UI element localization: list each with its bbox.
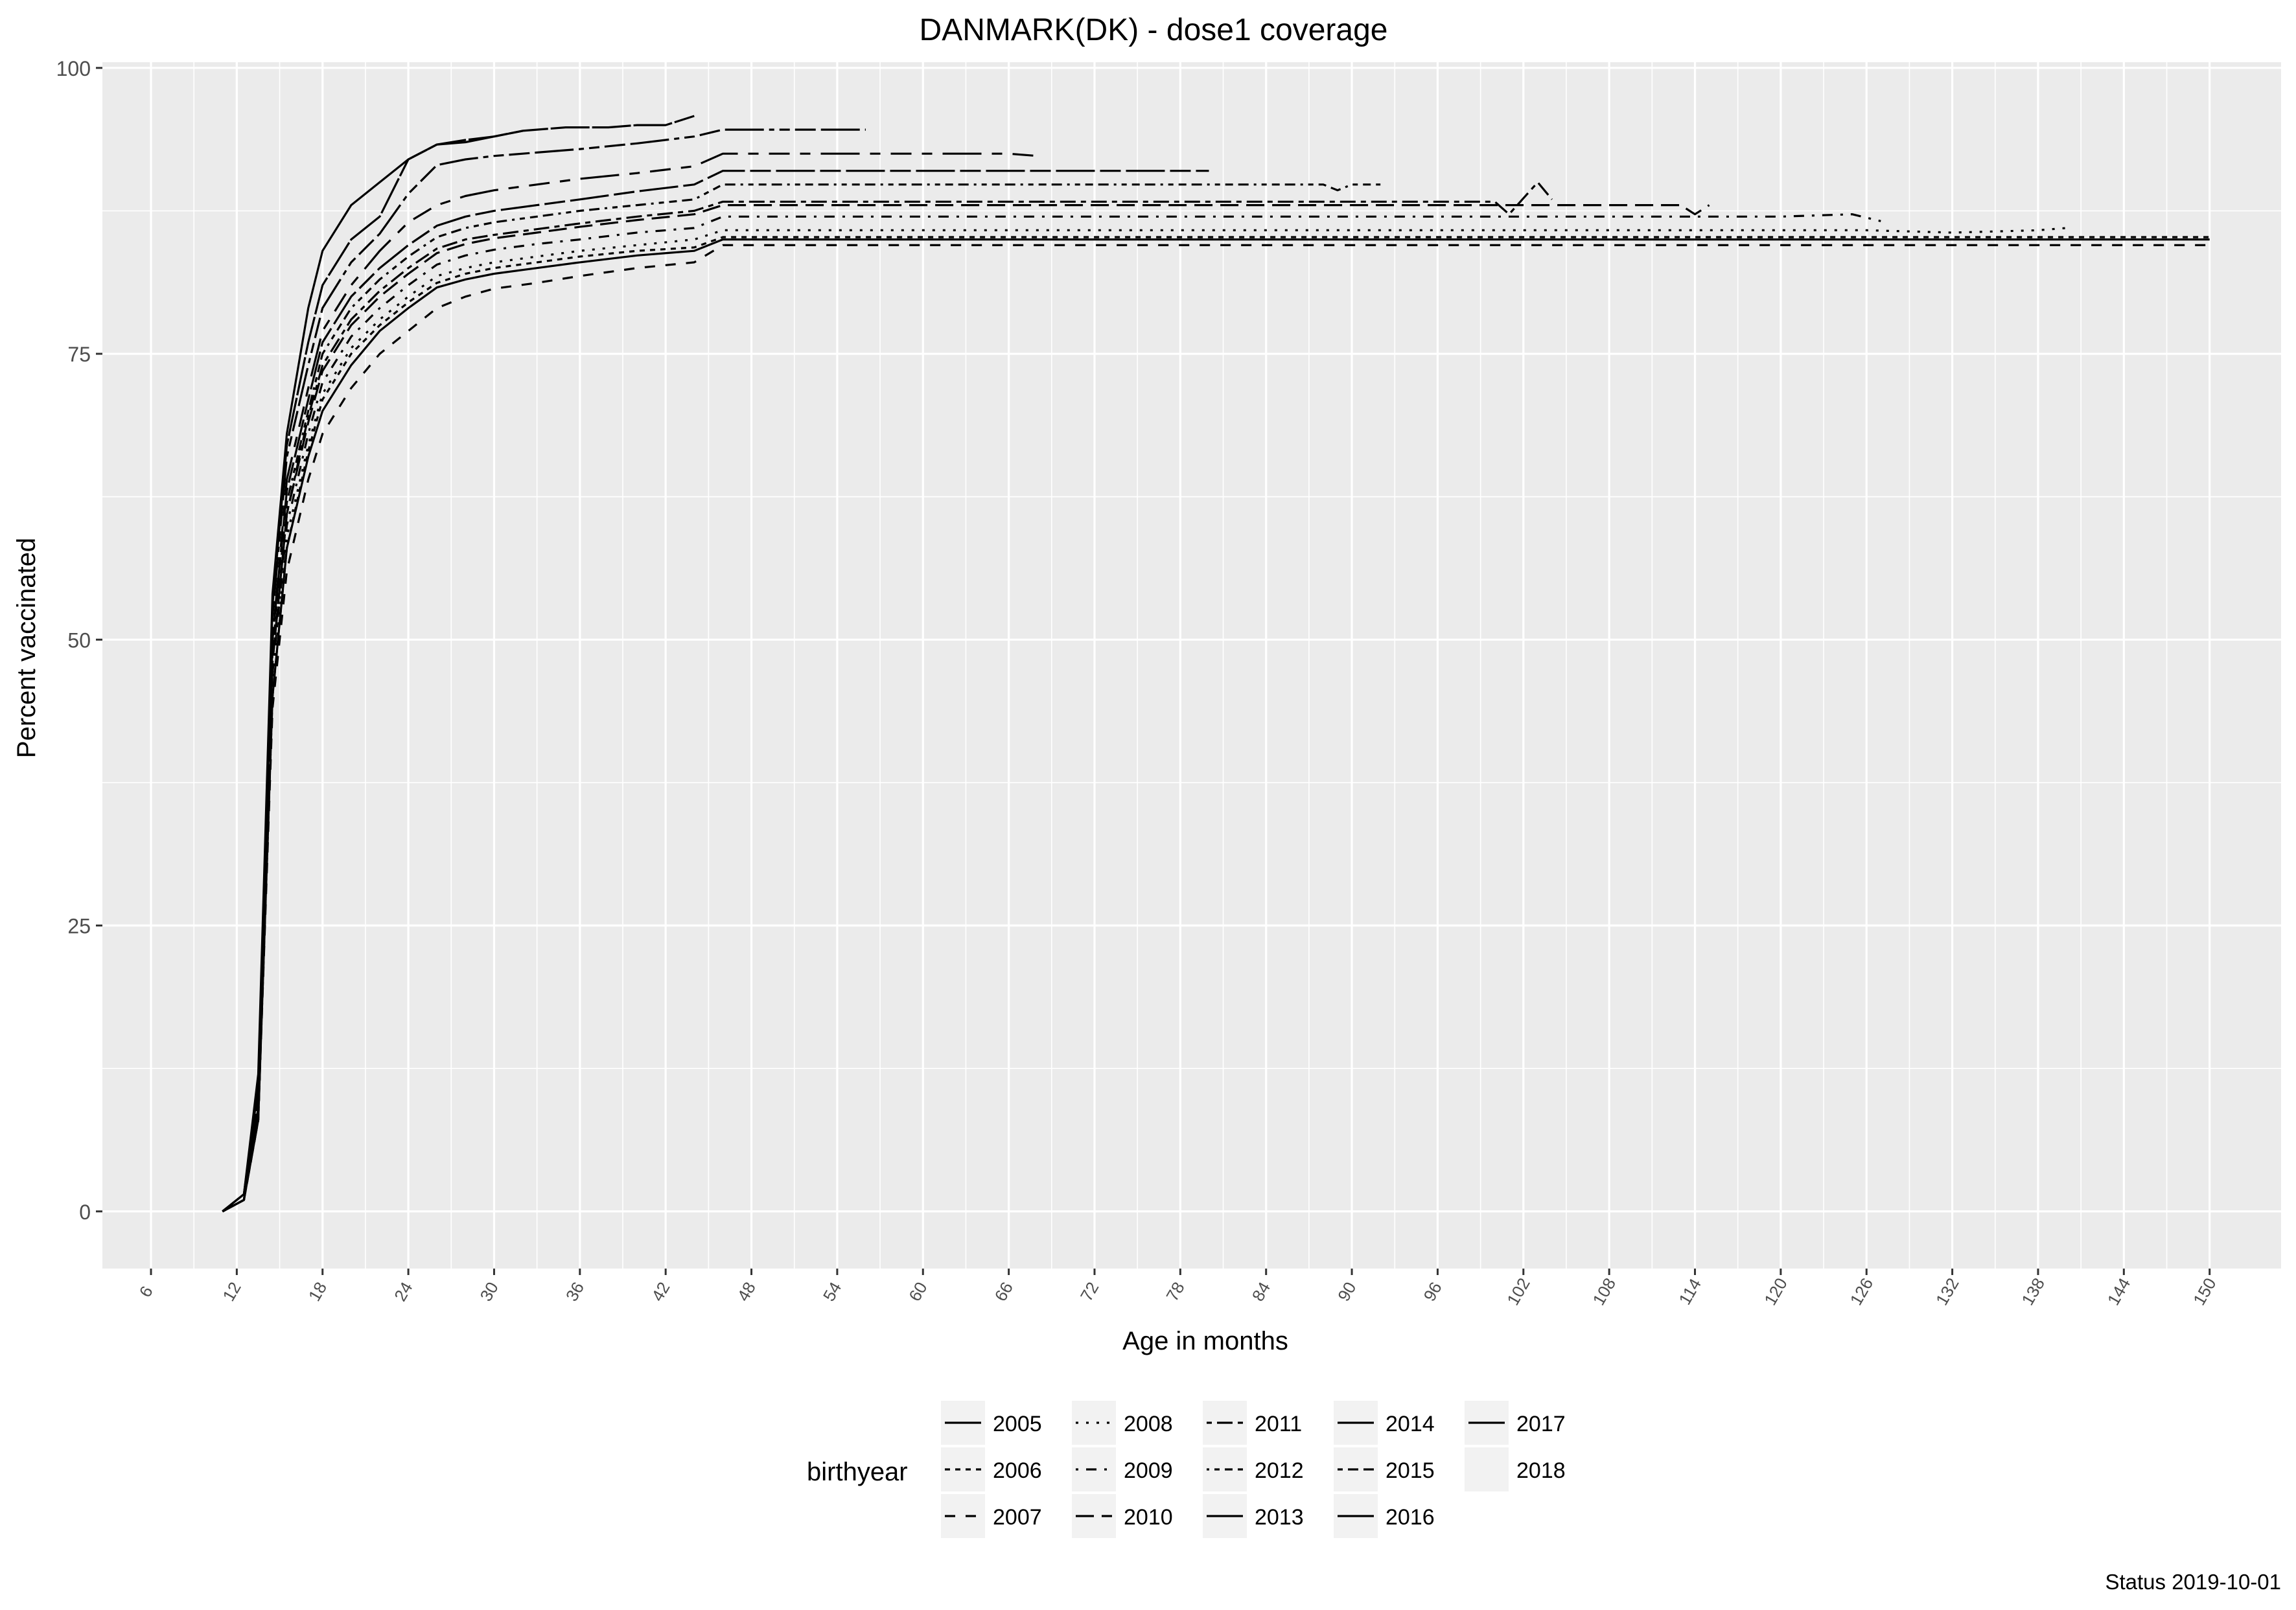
series-line-2012 — [222, 183, 1381, 1213]
legend-label-2017: 2017 — [1516, 1412, 1566, 1436]
series-line-2007 — [222, 244, 2210, 1213]
series-line-2011 — [222, 181, 1553, 1213]
series-line-2006 — [222, 236, 2210, 1213]
y-tick-label: 25 — [67, 915, 91, 938]
x-tick-label: 108 — [1589, 1274, 1620, 1309]
legend: birthyear 2005 2006 2007 2008 2009 2010 2011 20… — [807, 1401, 1566, 1538]
legend-label-2014: 2014 — [1386, 1412, 1435, 1436]
y-tick-label: 0 — [79, 1201, 91, 1224]
series-line-2008 — [222, 227, 2067, 1213]
legend-label-2010: 2010 — [1124, 1505, 1173, 1530]
x-tick-label: 6 — [135, 1283, 157, 1301]
x-tick-label: 48 — [734, 1278, 760, 1304]
x-tick-label: 138 — [2017, 1274, 2048, 1309]
legend-label-2015: 2015 — [1386, 1458, 1435, 1483]
y-axis-label: Percent vaccinated — [12, 538, 41, 758]
x-tick-label: 90 — [1334, 1278, 1360, 1304]
x-tick-label: 96 — [1419, 1278, 1445, 1304]
legend-key-2018 — [1465, 1447, 1509, 1491]
y-tick-label: 75 — [67, 343, 91, 366]
x-tick-label: 54 — [819, 1278, 845, 1304]
series-line-2005 — [222, 238, 2210, 1213]
series-line-2010 — [222, 204, 1710, 1213]
legend-label-2005: 2005 — [993, 1412, 1042, 1436]
x-tick-label: 24 — [390, 1278, 416, 1304]
x-tick-label: 126 — [1846, 1274, 1877, 1309]
legend-label-2008: 2008 — [1124, 1412, 1173, 1436]
x-tick-label: 78 — [1162, 1278, 1188, 1304]
panel-background — [102, 62, 2281, 1269]
legend-label-2011: 2011 — [1255, 1412, 1302, 1436]
legend-label-2016: 2016 — [1386, 1505, 1435, 1530]
x-tick-label: 114 — [1675, 1275, 1705, 1308]
x-tick-label: 42 — [647, 1278, 673, 1304]
x-tick-label: 132 — [1932, 1274, 1963, 1309]
series-lines — [222, 115, 2210, 1213]
legend-title: birthyear — [807, 1458, 908, 1486]
x-tick-label: 150 — [2189, 1274, 2220, 1309]
y-tick-label: 50 — [67, 628, 91, 652]
x-tick-label: 84 — [1248, 1278, 1274, 1304]
x-tick-label: 102 — [1503, 1274, 1534, 1309]
y-tick-label: 100 — [56, 57, 91, 80]
x-tick-label: 66 — [991, 1278, 1017, 1304]
x-tick-label: 18 — [305, 1278, 330, 1304]
x-tick-label: 36 — [562, 1278, 588, 1304]
x-tick-label: 120 — [1760, 1274, 1791, 1309]
legend-label-2006: 2006 — [993, 1458, 1042, 1483]
plot-panel — [102, 62, 2281, 1269]
chart-title: DANMARK(DK) - dose1 coverage — [920, 13, 1388, 47]
x-tick-label: 30 — [476, 1278, 502, 1304]
legend-label-2007: 2007 — [993, 1505, 1042, 1530]
status-caption: Status 2019-10-01 — [2105, 1570, 2281, 1594]
series-line-2017 — [222, 130, 523, 1213]
legend-label-2012: 2012 — [1255, 1458, 1304, 1483]
x-tick-label: 60 — [905, 1278, 931, 1304]
legend-label-2013: 2013 — [1255, 1505, 1304, 1530]
series-line-2014 — [222, 152, 1038, 1213]
x-tick-label: 12 — [218, 1278, 244, 1304]
x-tick-label: 144 — [2104, 1274, 2135, 1309]
legend-label-2009: 2009 — [1124, 1458, 1173, 1483]
x-tick-label: 72 — [1076, 1278, 1102, 1304]
series-line-2009 — [222, 213, 1881, 1213]
x-axis-label: Age in months — [1122, 1327, 1288, 1355]
legend-label-2018: 2018 — [1516, 1458, 1566, 1483]
